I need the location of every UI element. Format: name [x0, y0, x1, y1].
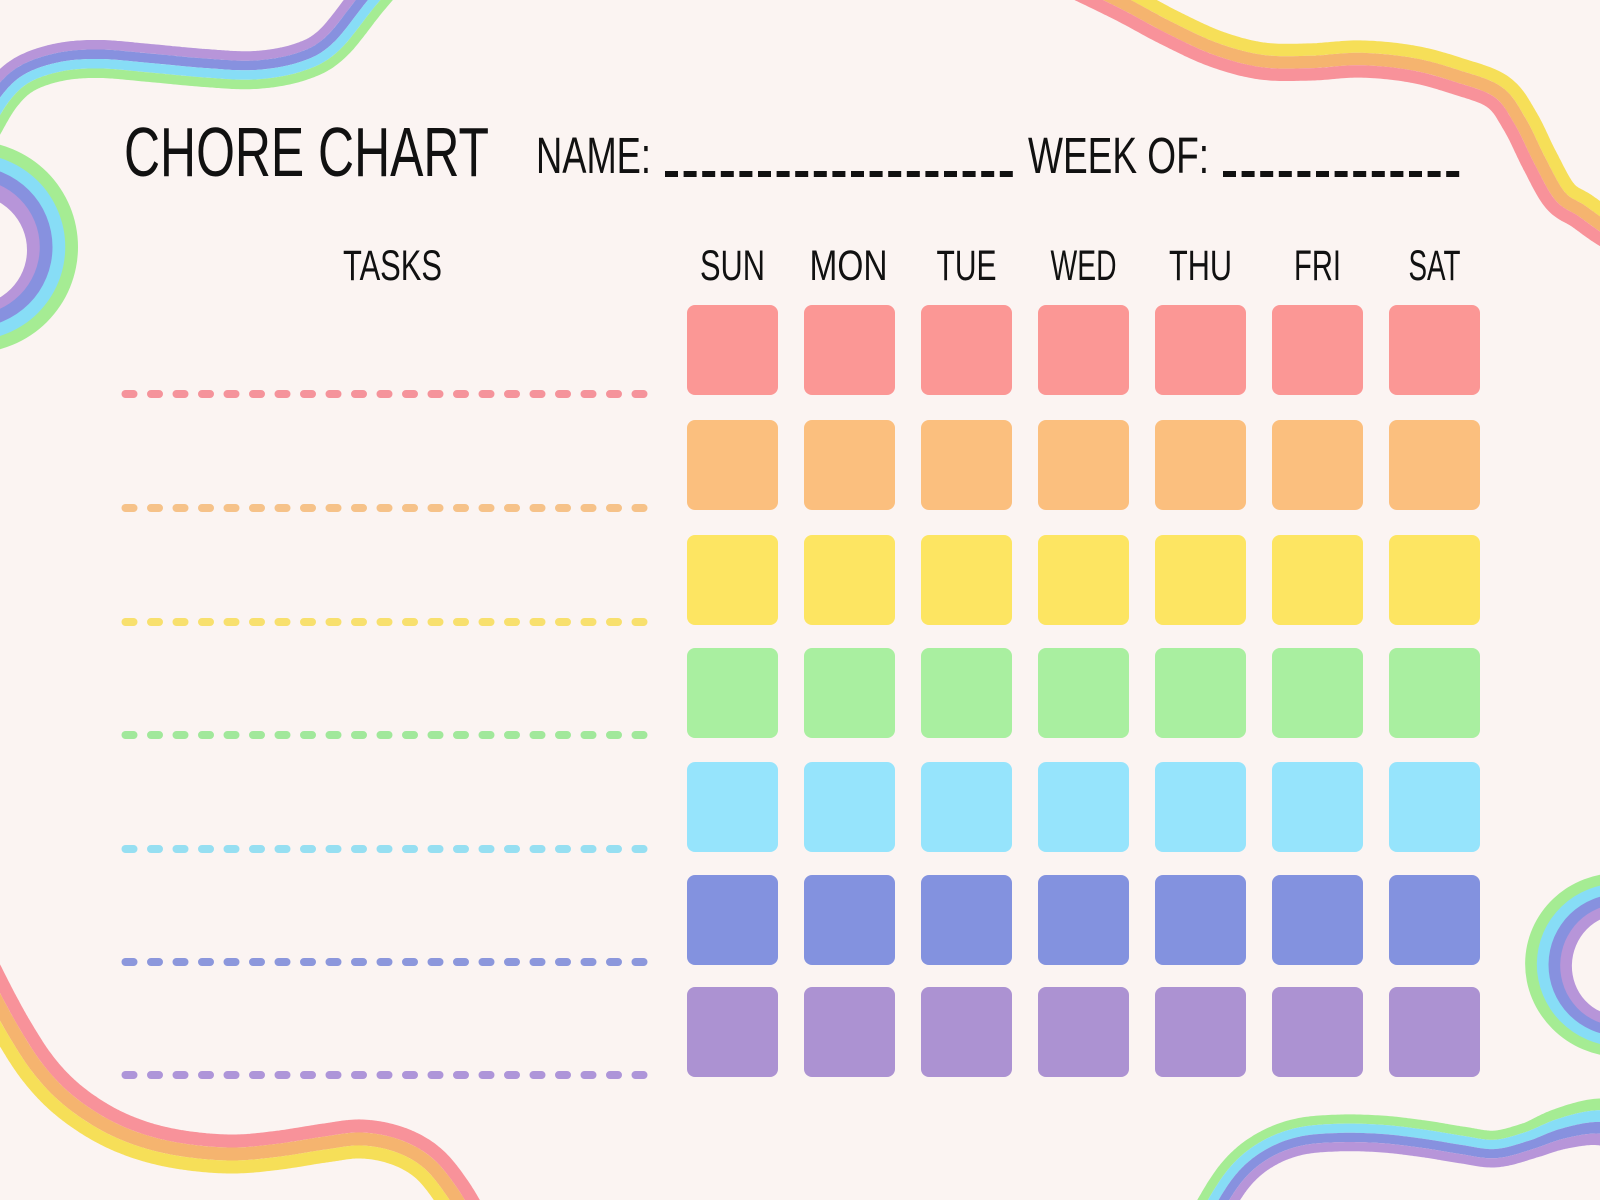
svg-text:MON: MON: [810, 242, 888, 290]
svg-text:FRI: FRI: [1294, 242, 1341, 290]
svg-text:THU: THU: [1169, 242, 1232, 290]
svg-text:SUN: SUN: [700, 242, 765, 290]
svg-text:WEEK OF:: WEEK OF:: [1028, 127, 1209, 184]
svg-text:NAME:: NAME:: [536, 127, 651, 184]
svg-text:WED: WED: [1051, 242, 1117, 290]
svg-text:TASKS: TASKS: [343, 242, 442, 290]
svg-text:SAT: SAT: [1409, 242, 1461, 290]
svg-text:TUE: TUE: [937, 242, 997, 290]
svg-text:CHORE CHART: CHORE CHART: [124, 113, 489, 191]
